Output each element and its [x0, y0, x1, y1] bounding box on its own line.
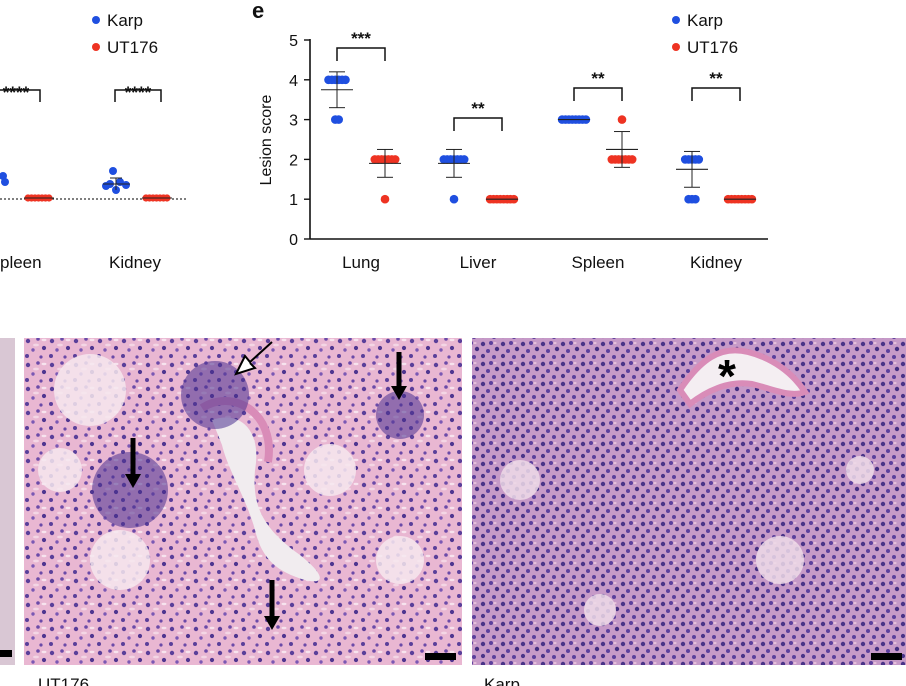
down-arrow-head-icon — [264, 616, 280, 630]
y-axis-label: Lesion score — [258, 95, 275, 186]
significance-label: **** — [125, 83, 152, 102]
legend-label-ut176: UT176 — [687, 38, 738, 57]
y-tick-label: 5 — [289, 33, 298, 50]
data-point-karp-lung — [341, 75, 350, 85]
significance-bracket-lung — [336, 47, 386, 61]
data-point-karp — [0, 172, 7, 180]
data-point-ut176-spleen — [617, 115, 627, 124]
data-point-karp-liver — [449, 194, 459, 204]
asterisk-marker: * — [718, 350, 736, 402]
data-point-karp — [122, 181, 130, 189]
legend-marker-karp — [92, 16, 100, 24]
data-point-ut176-lung — [380, 194, 390, 204]
legend-label-ut176: UT176 — [107, 38, 158, 57]
legend-marker-ut176 — [92, 43, 100, 51]
scale-bar — [425, 653, 456, 660]
data-point-karp-lung — [334, 115, 344, 124]
significance-bracket-spleen — [573, 87, 623, 101]
alveolar-space — [846, 456, 874, 484]
significance-label: **** — [3, 83, 30, 102]
y-tick-label: 3 — [289, 113, 298, 130]
significance-label-kidney: ** — [709, 69, 723, 88]
micrograph-row: UT176 * Karp — [0, 338, 906, 686]
legend-marker-karp — [672, 16, 680, 24]
caption-karp: Karp — [484, 675, 520, 686]
data-point-karp — [109, 167, 117, 175]
significance-bracket-liver — [453, 117, 503, 131]
x-tick-label-kidney: Kidney — [690, 253, 742, 272]
down-arrow-head-icon — [125, 474, 141, 488]
y-tick-label: 2 — [289, 152, 298, 169]
x-tick-label-liver: Liver — [460, 253, 497, 272]
significance-bracket — [114, 89, 162, 102]
alveolar-space — [54, 354, 126, 426]
caption-ut176: UT176 — [38, 675, 89, 686]
data-point-karp-liver — [459, 155, 469, 164]
alveolar-space — [584, 594, 616, 626]
scale-bar — [871, 653, 902, 660]
y-tick-label: 1 — [289, 192, 298, 209]
significance-bracket — [0, 89, 41, 102]
alveolar-space — [376, 536, 424, 584]
data-point-karp-kidney — [694, 155, 704, 164]
alveolar-space — [90, 530, 150, 590]
open-arrow-icon — [234, 341, 273, 376]
data-point-ut176-spleen — [627, 155, 637, 164]
cut-off-micrograph — [0, 338, 15, 665]
inflammatory-infiltrate — [181, 361, 249, 429]
data-point-karp — [1, 178, 9, 186]
data-point-karp-kidney — [691, 194, 700, 204]
panel-label-e: e — [252, 0, 264, 23]
airway-lumen — [212, 417, 320, 582]
significance-label-spleen: ** — [591, 69, 605, 88]
down-arrow-head-icon — [391, 386, 407, 400]
alveolar-space — [38, 448, 82, 492]
x-tick-label-spleen: Spleen — [572, 253, 625, 272]
scale-bar — [0, 650, 12, 657]
data-point-ut176-lung — [390, 155, 400, 164]
y-tick-label: 4 — [289, 73, 298, 90]
y-tick-label: 0 — [289, 232, 298, 249]
legend-label-karp: Karp — [687, 11, 723, 30]
alveolar-space — [756, 536, 804, 584]
significance-label-liver: ** — [471, 99, 485, 118]
panel-d-partial: Karp UT176 **** **** pleen Kidney — [0, 11, 186, 272]
significance-bracket-kidney — [691, 87, 741, 101]
alveolar-space — [304, 444, 356, 496]
legend-label-karp: Karp — [107, 11, 143, 30]
x-tick-label-spleen: pleen — [0, 253, 42, 272]
alveolar-space — [500, 460, 540, 500]
legend-marker-ut176 — [672, 43, 680, 51]
inflammatory-infiltrate — [376, 391, 424, 439]
significance-label-lung: *** — [351, 29, 371, 48]
x-tick-label-kidney: Kidney — [109, 253, 161, 272]
x-tick-label-lung: Lung — [342, 253, 380, 272]
inflammatory-infiltrate — [92, 452, 168, 528]
airway-lumen-karp — [676, 347, 810, 409]
